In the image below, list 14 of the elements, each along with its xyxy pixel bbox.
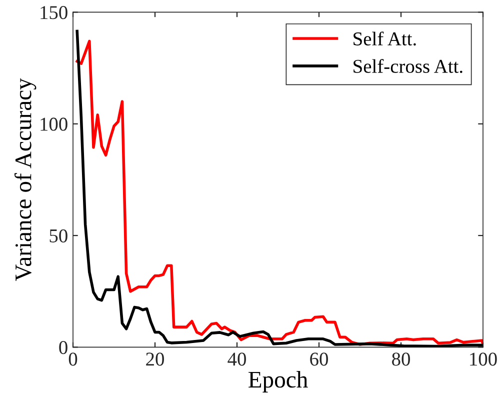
x-tick-label: 20 [146,352,164,366]
x-tick-label: 40 [228,352,246,366]
x-axis-title: Epoch [248,371,308,392]
y-tick-label: 150 [40,6,68,20]
legend-label: Self Att. [354,32,416,46]
y-tick-label: 0 [59,340,68,354]
x-tick-label: 100 [470,352,497,366]
x-tick-label: 80 [392,352,410,366]
x-tick-label: 60 [310,352,328,366]
x-tick-label: 0 [68,352,78,366]
y-axis-title: Variance of Accuracy [14,78,36,282]
legend-label: Self-cross Att. [354,59,462,74]
y-tick-label: 50 [50,229,68,242]
y-tick-label: 100 [40,118,68,131]
